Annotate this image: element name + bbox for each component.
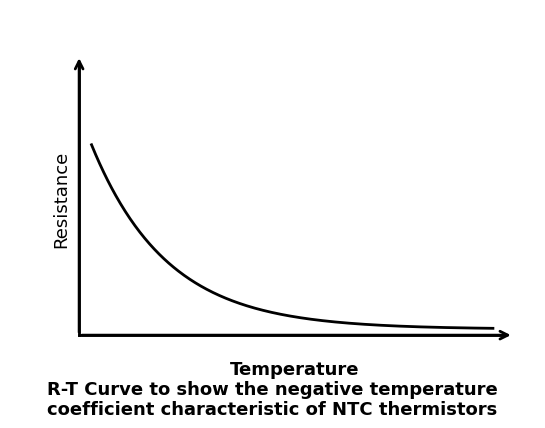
Text: Resistance: Resistance (53, 151, 71, 248)
Text: Temperature: Temperature (229, 361, 359, 379)
Text: R-T Curve to show the negative temperature
coefficient characteristic of NTC the: R-T Curve to show the negative temperatu… (47, 380, 498, 419)
